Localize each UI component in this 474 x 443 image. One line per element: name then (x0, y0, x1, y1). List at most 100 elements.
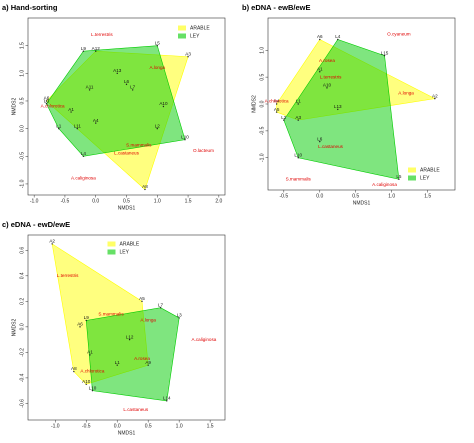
site-point (275, 103, 278, 105)
site-point (45, 100, 48, 102)
site-point (51, 243, 53, 245)
y-tick-label: -0.5 (259, 126, 265, 135)
site-label: A4 (93, 118, 99, 123)
site-point (141, 300, 143, 303)
y-tick-label: 0.5 (19, 97, 25, 104)
site-point (162, 105, 165, 108)
x-tick-label: -0.5 (61, 198, 70, 204)
y-tick-label: -1.0 (19, 179, 25, 188)
species-label: O.lacteum (193, 148, 214, 153)
legend-label: ARABLE (420, 167, 440, 173)
site-label: A5 (139, 296, 145, 301)
site-point (88, 89, 91, 91)
site-label: A10 (82, 379, 91, 384)
site-point (76, 127, 78, 130)
species-label: S.mammalis (126, 142, 152, 147)
site-label: L9 (81, 46, 87, 51)
x-tick-label: 1.0 (154, 198, 161, 204)
x-tick-label: 1.5 (424, 193, 431, 199)
y-tick-label: 0.2 (19, 298, 25, 305)
species-label: A.longa (149, 65, 165, 70)
site-label: A1 (317, 66, 323, 71)
species-label: A.rosea (134, 356, 150, 361)
x-tick-label: 0.5 (145, 423, 152, 429)
x-tick-label: -0.5 (280, 193, 289, 199)
site-label: L10 (181, 134, 189, 139)
x-tick-label: 0.0 (92, 198, 99, 204)
site-label: L6 (124, 79, 130, 84)
legend-swatch (107, 249, 116, 255)
legend-swatch (178, 25, 186, 31)
site-point (283, 119, 285, 121)
panel: b) eDNA - ewB/ewE -0.5 0.0 0.5 1.0 1.5 -1.0 -0.… (242, 3, 456, 206)
site-label: L7 (130, 85, 136, 90)
x-tick-label: -1.0 (51, 423, 60, 429)
group-hull (85, 307, 180, 402)
site-point (79, 326, 81, 328)
panel: c) eDNA - ewD/ewE -1.0 -0.5 0.0 0.5 1.0 1.5 -0.… (2, 220, 226, 436)
y-tick-label: 0.4 (19, 272, 25, 279)
species-label: L.castaneus (318, 144, 343, 149)
site-label: L6 (317, 136, 323, 141)
legend-swatch (107, 241, 116, 247)
site-point (70, 111, 72, 113)
y-tick-label: -0.2 (19, 348, 25, 357)
site-point (326, 87, 328, 89)
site-point (156, 127, 158, 130)
site-point (297, 103, 299, 105)
species-label: L.terrestris (320, 74, 342, 79)
group-hull (283, 39, 400, 180)
site-label: A10 (323, 83, 332, 88)
site-point (184, 138, 186, 141)
species-label: A.longa (398, 90, 414, 95)
legend-label: LEY (420, 175, 430, 181)
x-tick-label: 1.0 (388, 193, 395, 199)
site-point (178, 317, 180, 319)
site-label: L1 (56, 123, 62, 128)
panel-title: a) Hand-sorting (2, 3, 58, 12)
site-label: A4 (274, 99, 280, 104)
species-label: A.caliginosa (372, 182, 397, 187)
legend-label: LEY (120, 249, 130, 255)
site-label: L13 (334, 104, 342, 109)
site-label: A5 (274, 107, 280, 112)
site-point (91, 389, 94, 392)
site-label: L2 (281, 115, 287, 120)
site-label: L4 (335, 34, 341, 39)
site-point (398, 178, 400, 180)
site-point (297, 119, 299, 121)
site-point (45, 103, 48, 105)
site-label: L11 (74, 123, 82, 128)
legend-label: ARABLE (190, 25, 210, 31)
y-tick-label: 0.5 (259, 73, 265, 80)
legend-swatch (178, 33, 186, 39)
y-axis-title: NMDS2 (11, 319, 17, 337)
site-point (85, 383, 87, 385)
y-tick-label: 0.0 (259, 100, 265, 107)
site-point (82, 155, 85, 157)
x-tick-label: -1.0 (30, 198, 39, 204)
site-label: A1 (68, 107, 74, 112)
x-tick-label: 1.0 (176, 423, 183, 429)
site-point (159, 307, 162, 309)
site-point (89, 354, 91, 356)
y-tick-label: 0.0 (19, 323, 25, 330)
site-label: L12 (126, 334, 134, 339)
site-point (275, 111, 278, 113)
species-label: L.terrestris (57, 273, 79, 278)
site-label: L15 (381, 50, 389, 55)
site-point (85, 319, 87, 322)
site-label: A6 (77, 322, 83, 327)
y-tick-label: 0.6 (19, 247, 25, 254)
site-label: A2 (432, 93, 438, 98)
species-label: A.longa (140, 318, 156, 323)
y-tick-label: 0.0 (19, 125, 25, 132)
site-label: A12 (92, 46, 101, 51)
y-tick-label: -0.6 (19, 399, 25, 408)
site-label: L14 (163, 396, 171, 401)
site-point (95, 50, 97, 52)
y-tick-label: 1.0 (19, 70, 25, 77)
panel: a) Hand-sorting -1.0 -0.5 0.0 0.5 1.0 1.5 2.0 -1… (2, 3, 226, 211)
x-tick-label: 0.5 (352, 193, 359, 199)
